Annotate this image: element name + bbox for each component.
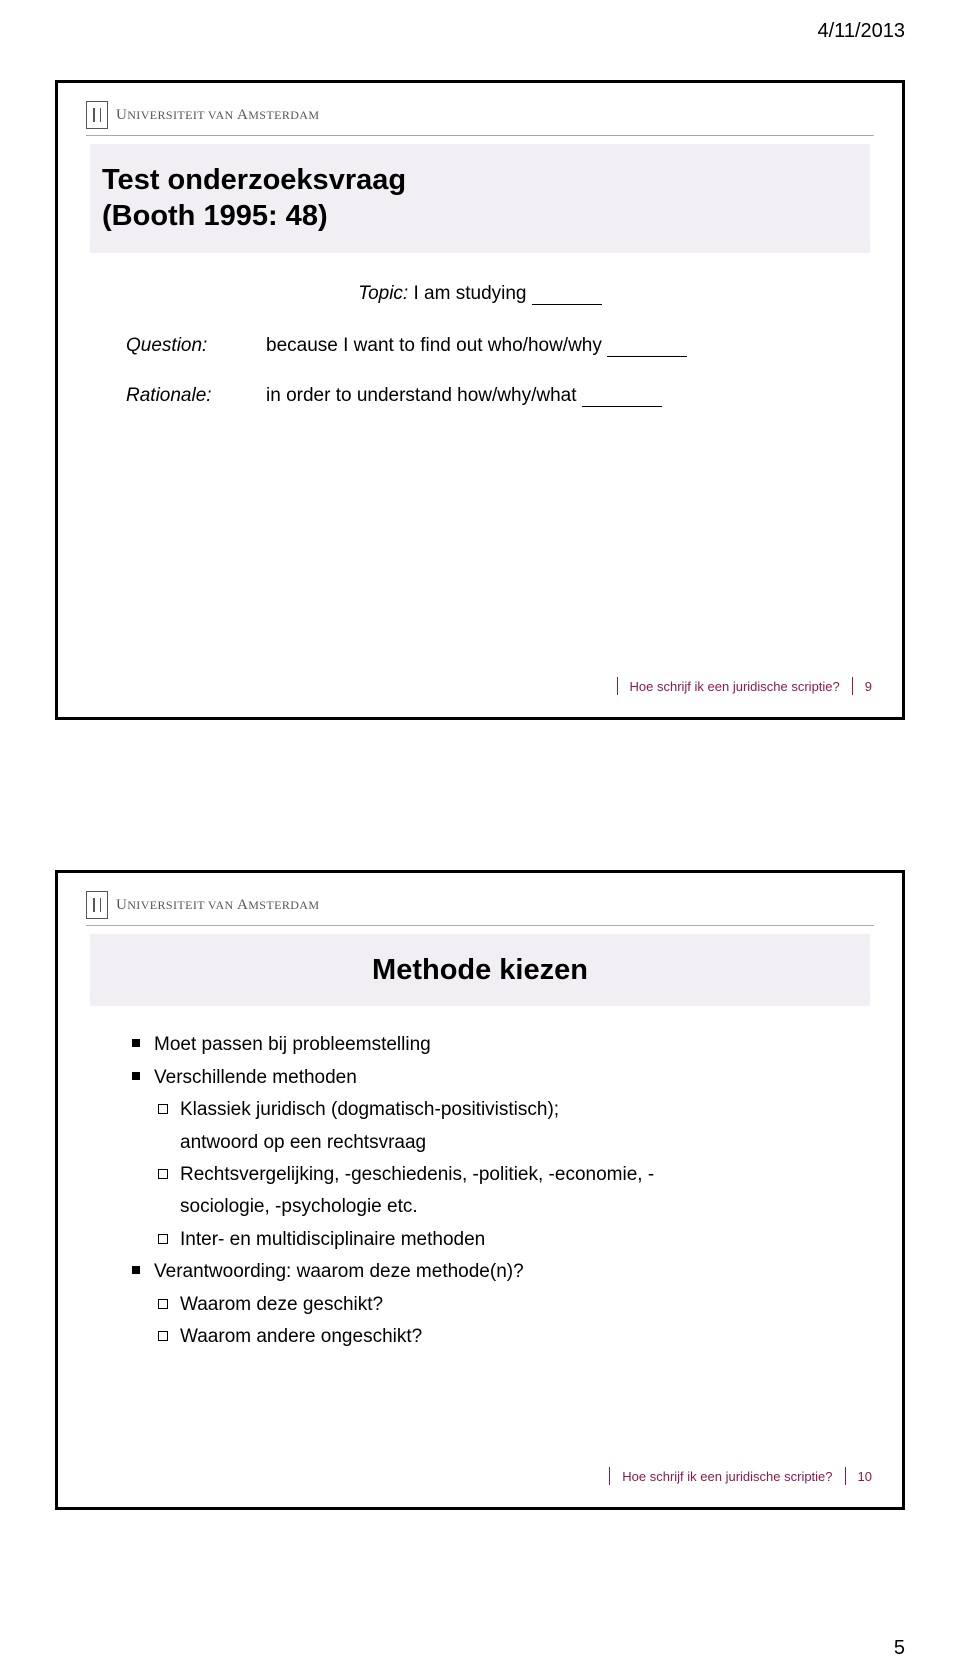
logo-text: UNIVERSITEIT VAN AMSTERDAM bbox=[116, 897, 319, 914]
slide-bullets: Moet passen bij probleemstelling Verschi… bbox=[86, 1016, 874, 1351]
question-text: because I want to find out who/how/why bbox=[266, 335, 834, 357]
logo-crest-icon bbox=[86, 101, 108, 129]
sub-bullet-item: Waarom andere ongeschikt? bbox=[132, 1322, 844, 1351]
slide-title: Methode kiezen bbox=[372, 952, 588, 988]
slide-footer: Hoe schrijf ik een juridische scriptie? … bbox=[617, 677, 873, 695]
slide-title: Test onderzoeksvraag (Booth 1995: 48) bbox=[102, 162, 858, 235]
logo-text: UNIVERSITEIT VAN AMSTERDAM bbox=[116, 107, 319, 124]
sub-bullet-item: Inter- en multidisciplinaire methoden bbox=[132, 1225, 844, 1254]
university-logo: UNIVERSITEIT VAN AMSTERDAM bbox=[86, 891, 874, 919]
page-number: 5 bbox=[894, 1637, 905, 1660]
slide-1: UNIVERSITEIT VAN AMSTERDAM Test onderzoe… bbox=[55, 80, 905, 720]
footer-text: Hoe schrijf ik een juridische scriptie? bbox=[630, 679, 840, 694]
sub-bullet-item: Klassiek juridisch (dogmatisch-positivis… bbox=[132, 1095, 844, 1124]
slide-content: Topic: I am studying Question: because I… bbox=[86, 263, 874, 407]
sub-bullet-item: Waarom deze geschikt? bbox=[132, 1290, 844, 1319]
page-date: 4/11/2013 bbox=[818, 20, 906, 43]
divider bbox=[86, 135, 874, 136]
university-logo: UNIVERSITEIT VAN AMSTERDAM bbox=[86, 101, 874, 129]
slide-2: UNIVERSITEIT VAN AMSTERDAM Methode kieze… bbox=[55, 870, 905, 1510]
sub-bullet-item: Rechtsvergelijking, -geschiedenis, -poli… bbox=[132, 1160, 844, 1189]
rationale-text: in order to understand how/why/what bbox=[266, 385, 834, 407]
divider bbox=[86, 925, 874, 926]
footer-text: Hoe schrijf ik een juridische scriptie? bbox=[622, 1469, 832, 1484]
topic-line: Topic: I am studying bbox=[126, 283, 834, 305]
footer-page-num: 10 bbox=[858, 1469, 872, 1484]
bullet-item: Verschillende methoden bbox=[132, 1063, 844, 1092]
question-label: Question: bbox=[126, 335, 266, 357]
sub-bullet-continuation: antwoord op een rechtsvraag bbox=[132, 1128, 844, 1157]
bullet-item: Verantwoording: waarom deze methode(n)? bbox=[132, 1257, 844, 1286]
bullet-item: Moet passen bij probleemstelling bbox=[132, 1030, 844, 1059]
logo-crest-icon bbox=[86, 891, 108, 919]
slide-title-block: Methode kiezen bbox=[90, 934, 870, 1006]
footer-page-num: 9 bbox=[865, 679, 872, 694]
sub-bullet-continuation: sociologie, -psychologie etc. bbox=[132, 1192, 844, 1221]
rationale-label: Rationale: bbox=[126, 385, 266, 407]
slide-footer: Hoe schrijf ik een juridische scriptie? … bbox=[609, 1467, 872, 1485]
slide-title-block: Test onderzoeksvraag (Booth 1995: 48) bbox=[90, 144, 870, 253]
